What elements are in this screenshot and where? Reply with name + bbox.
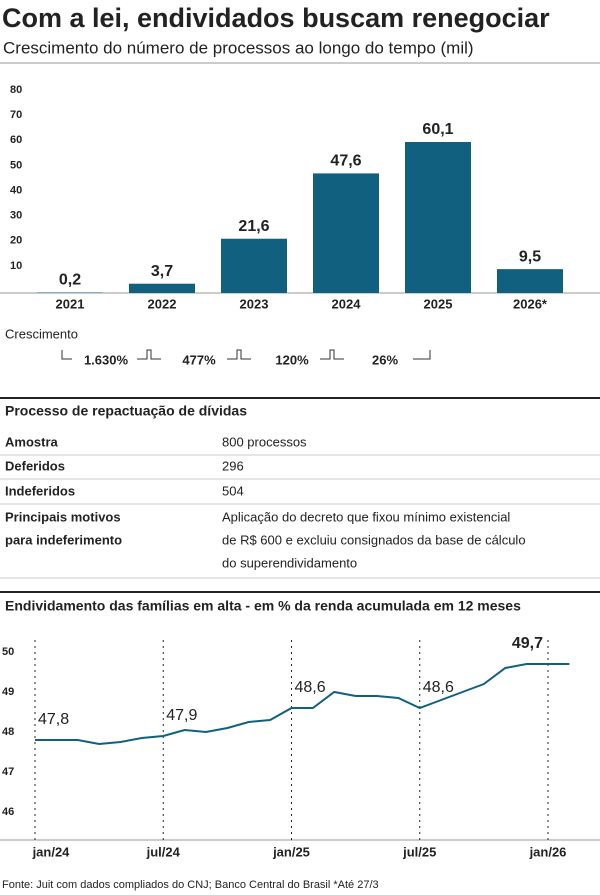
table-title: Processo de repactuação de dívidas [5, 403, 247, 419]
x-tick-label: jan/24 [32, 844, 71, 859]
x-tick-label: jan/26 [529, 844, 567, 859]
value-label: 9,5 [519, 248, 541, 265]
line [35, 663, 570, 746]
table-cell: Principais motivos [5, 509, 121, 524]
y-tick-label: 30 [10, 210, 22, 222]
x-tick-label: 2026* [513, 296, 548, 311]
value-label: 0,2 [59, 272, 81, 289]
table-cell: 800 processos [222, 434, 307, 449]
bar [497, 269, 563, 293]
x-tick-label: jan/25 [272, 844, 310, 859]
table-cell: Deferidos [5, 458, 65, 473]
x-tick-label: jul/25 [402, 844, 436, 859]
x-tick-label: 2024 [332, 296, 362, 311]
x-tick-label: 2021 [56, 296, 85, 311]
value-label: 47,6 [330, 153, 361, 170]
bar [129, 283, 195, 293]
table-cell: do superendividamento [222, 555, 357, 570]
title: Com a lei, endividados buscam renegociar [2, 3, 550, 33]
footer: Fonte: Juit com dados compliados do CNJ;… [2, 879, 379, 891]
x-tick-label: 2022 [148, 296, 177, 311]
y-tick-label: 49 [2, 686, 14, 698]
y-tick-label: 10 [10, 260, 22, 272]
y-tick-label: 48 [2, 726, 14, 738]
table-cell: 504 [222, 483, 244, 498]
growth-value: 120% [275, 352, 309, 367]
growth-value: 477% [182, 352, 216, 367]
value-label: 21,6 [238, 218, 269, 235]
y-tick-label: 46 [2, 806, 14, 818]
y-tick-label: 60 [10, 134, 22, 146]
value-label: 47,8 [38, 711, 69, 728]
x-tick-label: jul/24 [146, 844, 181, 859]
table-cell: de R$ 600 e excluiu consignados da base … [222, 532, 526, 547]
brackets [61, 349, 431, 360]
value-label: 3,7 [151, 263, 173, 280]
value-label: 47,9 [166, 707, 197, 724]
x-tick-label: 2025 [424, 296, 453, 311]
y-tick-label: 20 [10, 235, 22, 247]
y-tick-label: 50 [2, 646, 14, 658]
y-tick-label: 50 [10, 159, 22, 171]
y-tick-label: 80 [10, 84, 22, 96]
growth-label: Crescimento [5, 326, 78, 341]
value-label: 48,6 [423, 679, 454, 696]
bar [405, 141, 471, 293]
y-tick-label: 40 [10, 184, 22, 196]
table-cell: Aplicação do decreto que fixou mínimo ex… [222, 509, 510, 524]
y-tick-label: 70 [10, 109, 22, 121]
table-cell: Indeferidos [5, 483, 75, 498]
value-label: 49,7 [512, 635, 543, 652]
bar [221, 238, 287, 293]
growth-value: 26% [372, 352, 398, 367]
bar [313, 173, 379, 293]
growth-value: 1.630% [84, 352, 129, 367]
subtitle: Crescimento do número de processos ao lo… [3, 38, 474, 57]
x-tick-label: 2023 [240, 296, 269, 311]
value-label: 48,6 [295, 679, 326, 696]
line-title: Endividamento das famílias em alta - em … [5, 598, 521, 614]
table-cell: para indeferimento [5, 532, 122, 547]
table-cell: 296 [222, 458, 244, 473]
bar [37, 292, 103, 293]
y-tick-label: 47 [2, 766, 14, 778]
table-cell: Amostra [5, 434, 59, 449]
value-label: 60,1 [422, 121, 453, 138]
